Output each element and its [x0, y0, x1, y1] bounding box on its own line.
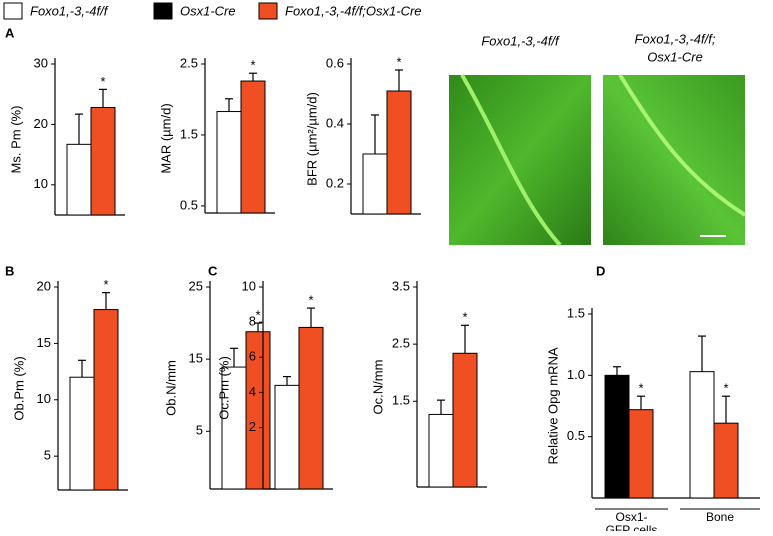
y-tick-label: 3.5: [392, 278, 410, 293]
bar: [240, 80, 266, 214]
image-caption: Foxo1,-3,-4f/f: [481, 33, 560, 48]
bar: [362, 153, 388, 215]
y-axis-label: Oc.Pm (%): [216, 356, 231, 420]
legend-label: Foxo1,-3,-4f/f: [30, 3, 109, 18]
bar: [66, 143, 92, 216]
y-tick-label: 0.6: [326, 55, 344, 70]
y-axis-label: Ob.N/mm: [163, 360, 178, 416]
y-tick-label: 1.0: [567, 367, 585, 382]
y-tick-label: 10: [242, 278, 256, 293]
y-tick-label: 30: [34, 55, 48, 70]
y-tick-label: 5: [196, 423, 203, 438]
bar: [245, 331, 271, 490]
significance-mark: *: [100, 74, 105, 89]
bar: [69, 376, 95, 491]
x-tick-label: Bone: [705, 511, 735, 524]
y-tick-label: 20: [37, 278, 51, 293]
y-axis-label: MAR (µm/d): [158, 103, 173, 173]
legend-swatch: [153, 2, 173, 20]
panel-letter: A: [5, 25, 15, 40]
y-tick-label: 0.4: [326, 115, 344, 130]
y-tick-label: 10: [37, 391, 51, 406]
significance-mark: *: [723, 381, 728, 396]
panel-letter: B: [5, 263, 14, 278]
y-axis-label: Relative Opg mRNA: [545, 347, 560, 464]
y-tick-label: 0.2: [326, 175, 344, 190]
y-tick-label: 15: [37, 335, 51, 350]
micrograph: [449, 75, 591, 245]
y-tick-label: 5: [44, 448, 51, 463]
y-axis-label: BFR (µm²/µm/d): [304, 92, 319, 186]
bar: [689, 371, 715, 499]
significance-mark: *: [103, 277, 108, 292]
y-axis-label: Ms. Pm (%): [8, 106, 23, 174]
significance-mark: *: [308, 293, 313, 308]
bar: [452, 352, 478, 488]
legend-swatch: [258, 2, 278, 20]
significance-mark: *: [255, 308, 260, 323]
category-label-box: Bone: [705, 511, 735, 524]
significance-mark: *: [638, 381, 643, 396]
bar: [604, 374, 630, 499]
image-caption: Osx1-Cre: [647, 49, 703, 64]
bar: [428, 413, 454, 488]
y-tick-label: 15: [189, 351, 203, 366]
y-tick-label: 2: [249, 419, 256, 434]
bone-surface: [460, 73, 562, 247]
y-axis-label: Ob.Pm (%): [11, 356, 26, 420]
image-caption: Foxo1,-3,-4f/f;: [635, 31, 716, 46]
y-tick-label: 1.5: [180, 126, 198, 141]
y-tick-label: 10: [34, 176, 48, 191]
bar: [93, 309, 119, 491]
panel-letter: D: [596, 263, 605, 278]
y-tick-label: 6: [249, 349, 256, 364]
bar: [274, 384, 300, 490]
bar: [386, 90, 412, 215]
y-tick-label: 0.5: [180, 197, 198, 212]
y-tick-label: 0.5: [567, 428, 585, 443]
y-tick-label: 2.5: [392, 336, 410, 351]
y-tick-label: 1.5: [392, 393, 410, 408]
bar: [713, 422, 739, 499]
bar: [90, 106, 116, 216]
significance-mark: *: [462, 310, 467, 325]
legend-label: Osx1-Cre: [180, 3, 236, 18]
bar: [628, 409, 654, 499]
y-tick-label: 2.5: [180, 55, 198, 70]
bone-surface: [618, 73, 747, 217]
significance-mark: *: [250, 58, 255, 73]
y-tick-label: 1.5: [567, 305, 585, 320]
panel-letter: C: [208, 263, 218, 278]
bar: [298, 326, 324, 490]
bar: [216, 111, 242, 214]
legend-swatch: [3, 2, 23, 20]
y-tick-label: 4: [249, 384, 256, 399]
legend-label: Foxo1,-3,-4f/f;Osx1-Cre: [285, 3, 422, 18]
significance-mark: *: [396, 54, 401, 69]
y-axis-label: Oc.N/mm: [370, 360, 385, 415]
micrograph: [603, 75, 745, 245]
y-tick-label: 20: [34, 116, 48, 131]
y-tick-label: 25: [189, 278, 203, 293]
category-label-box: Osx1-GFP cells: [605, 511, 658, 536]
x-tick-label: Osx1-GFP cells: [605, 511, 658, 536]
y-tick-label: 8: [249, 314, 256, 329]
